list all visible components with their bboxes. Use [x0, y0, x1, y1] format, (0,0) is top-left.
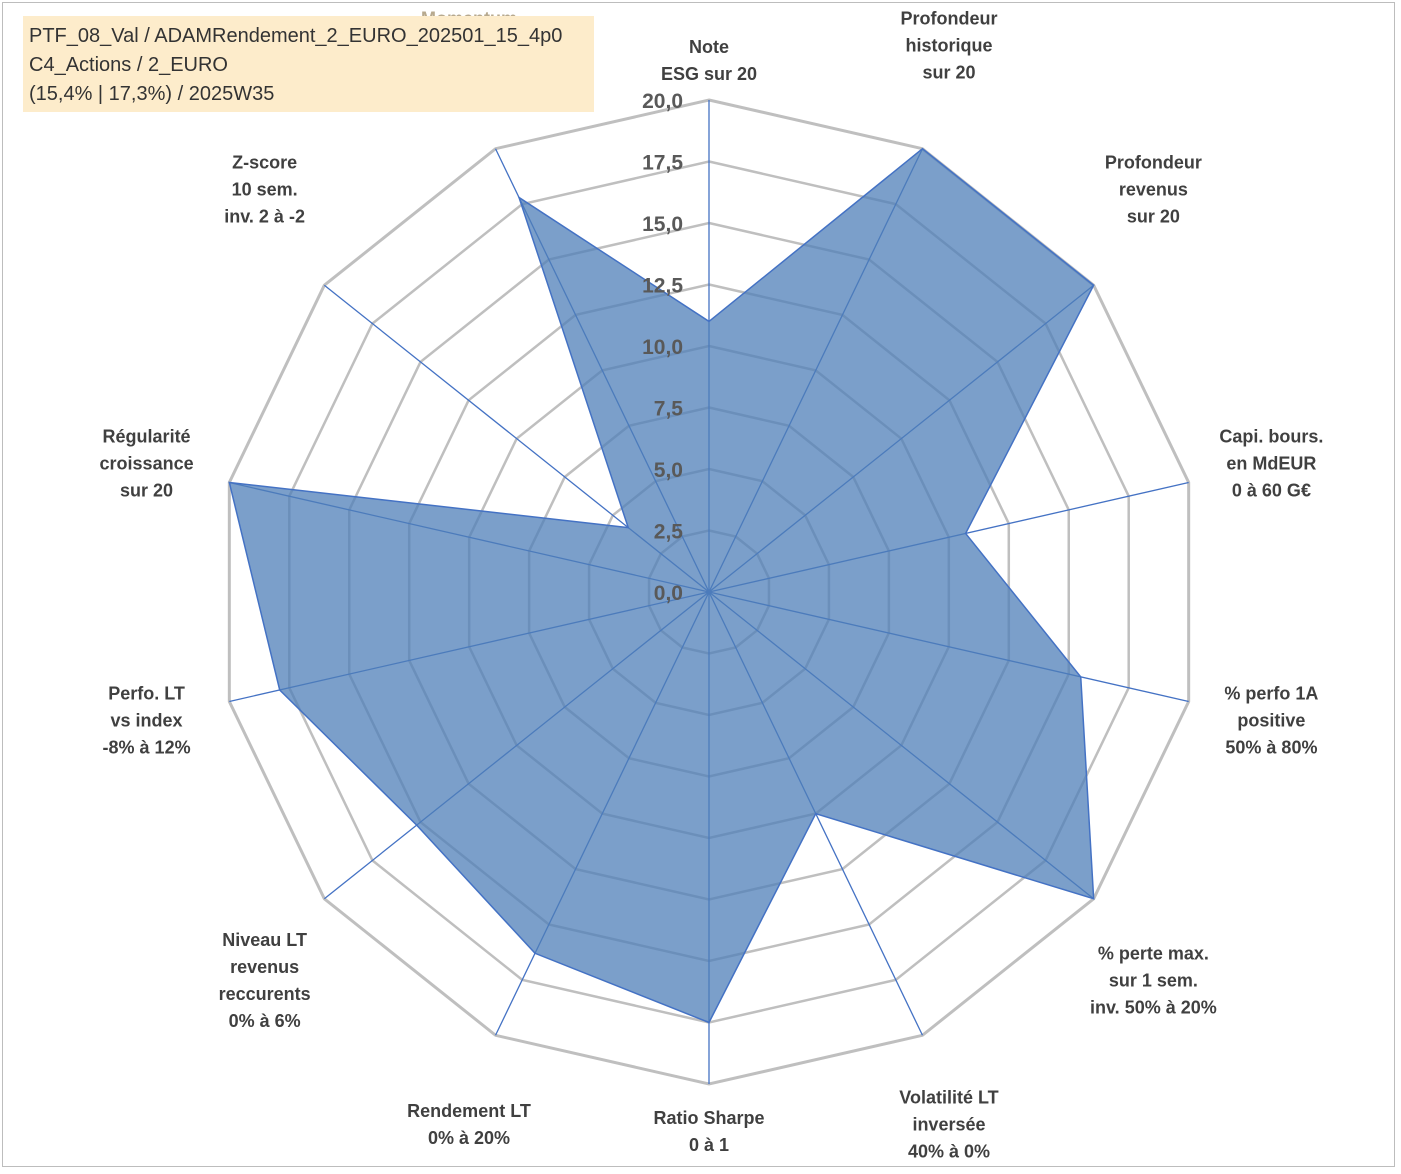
axis-label-line: revenus [1119, 180, 1188, 200]
axis-label: Perfo. LT vs index -8% à 12% [103, 683, 191, 757]
series-area [228, 147, 1095, 1024]
axis-label-line: inv. 50% à 20% [1090, 997, 1217, 1017]
axis-label: Capi. bours. en MdEUR 0 à 60 G€ [1219, 427, 1323, 501]
axis-label-line: sur 1 sem. [1109, 970, 1198, 990]
axis-label-line: vs index [111, 710, 183, 730]
axis-label: Profondeur revenus sur 20 [1105, 153, 1202, 227]
axis-label-line: Note [689, 37, 729, 57]
axis-label-line: Profondeur [1105, 153, 1202, 173]
axis-label: Note ESG sur 20 [661, 37, 757, 84]
axis-label-line: historique [905, 36, 992, 56]
radar-axis-labels: Note ESG sur 20 Profondeur historique sur 20… [100, 9, 1324, 1162]
axis-label-line: reccurents [219, 984, 311, 1004]
axis-label-line: sur 20 [120, 481, 173, 501]
axis-label-line: 50% à 80% [1225, 737, 1317, 757]
axis-label-line: sur 20 [922, 63, 975, 83]
axis-label: Niveau LT revenus reccurents 0% à 6% [219, 930, 311, 1031]
axis-label-line: 0% à 6% [229, 1011, 301, 1031]
portfolio-performance: (15,4% | 17,3%) / 2025W35 [29, 83, 275, 105]
portfolio-category: C4_Actions / 2_EURO [29, 54, 228, 76]
tick-label: 17,5 [642, 152, 683, 175]
axis-label-line: 10 sem. [232, 180, 298, 200]
axis-label: % perte max. sur 1 sem. inv. 50% à 20% [1090, 943, 1217, 1017]
axis-label-line: 0 à 60 G€ [1232, 481, 1311, 501]
axis-label-line: Rendement LT [407, 1101, 531, 1121]
axis-label-line: Capi. bours. [1219, 427, 1323, 447]
tick-label: 5,0 [654, 459, 683, 482]
axis-label-line: Volatilité LT [899, 1087, 998, 1107]
axis-label-line: en MdEUR [1226, 454, 1316, 474]
axis-label: % perfo 1A positive 50% à 80% [1224, 683, 1318, 757]
axis-label-line: inv. 2 à -2 [224, 207, 305, 227]
axis-label-line: -8% à 12% [103, 737, 191, 757]
tick-label: 7,5 [654, 398, 684, 421]
axis-label: Z-score 10 sem. inv. 2 à -2 [224, 153, 305, 227]
tick-label: 15,0 [642, 213, 683, 236]
axis-label-line: Régularité [103, 427, 191, 447]
axis-label-line: croissance [100, 454, 194, 474]
axis-label: Rendement LT 0% à 20% [407, 1101, 531, 1148]
axis-label-line: Niveau LT [222, 930, 307, 950]
axis-label-line: inversée [912, 1114, 985, 1134]
axis-label: Ratio Sharpe 0 à 1 [653, 1108, 764, 1155]
axis-label-line: sur 20 [1127, 207, 1180, 227]
tick-label: 10,0 [642, 336, 683, 359]
axis-label-line: Ratio Sharpe [653, 1108, 764, 1128]
axis-label-line: ESG sur 20 [661, 64, 757, 84]
axis-label-line: Z-score [232, 153, 297, 173]
axis-label: Profondeur historique sur 20 [900, 9, 997, 83]
axis-label-line: % perfo 1A [1224, 683, 1318, 703]
portfolio-info-box: PTF_08_Val / ADAMRendement_2_EURO_202501… [23, 16, 594, 112]
axis-label-line: revenus [230, 957, 299, 977]
axis-label-line: Profondeur [900, 9, 997, 29]
axis-label: Volatilité LT inversée 40% à 0% [899, 1087, 998, 1161]
radar-series [228, 147, 1095, 1024]
axis-label-line: 0% à 20% [428, 1128, 510, 1148]
axis-label-line: Perfo. LT [108, 683, 185, 703]
axis-label-line: % perte max. [1098, 943, 1209, 963]
axis-label-line: positive [1237, 710, 1305, 730]
portfolio-title: PTF_08_Val / ADAMRendement_2_EURO_202501… [29, 25, 563, 47]
axis-label: Régularité croissance sur 20 [100, 427, 194, 501]
axis-label-line: 40% à 0% [908, 1141, 990, 1161]
tick-label: 0,0 [654, 582, 683, 605]
tick-label: 12,5 [642, 275, 683, 298]
tick-label: 20,0 [642, 90, 683, 113]
tick-label: 2,5 [654, 521, 684, 544]
axis-label-line: 0 à 1 [689, 1135, 729, 1155]
radar-tick-labels: 0,0 2,5 5,0 7,5 10,0 12,5 15,0 17,5 20,0 [642, 90, 683, 605]
